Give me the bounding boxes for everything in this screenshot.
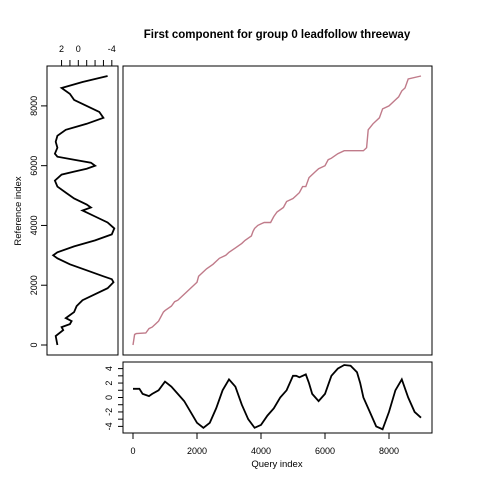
query-y-tick-label: -4 (104, 422, 114, 430)
reference-top-axis: 2 0 -4 (59, 44, 116, 67)
reference-y-axis: 0 2000 4000 6000 8000 (29, 96, 48, 348)
reference-y-tick-label: 6000 (29, 156, 39, 176)
query-y-tick-label: -2 (104, 408, 114, 416)
query-y-tick-label: 4 (104, 366, 114, 371)
query-index-label: Query index (251, 459, 302, 470)
reference-y-tick-label: 4000 (29, 215, 39, 235)
chart-title: First component for group 0 leadfollow t… (144, 29, 411, 41)
query-y-tick-label: 2 (104, 381, 114, 386)
reference-y-tick-label: 0 (29, 342, 39, 347)
query-x-axis: 0 2000 4000 6000 8000 (130, 432, 399, 456)
reference-top-tick-label: 2 (59, 44, 64, 54)
reference-y-tick-label: 2000 (29, 275, 39, 295)
query-x-tick-label: 4000 (251, 446, 271, 456)
reference-top-tick-label: -4 (108, 44, 116, 54)
query-x-tick-label: 6000 (315, 446, 335, 456)
reference-index-label: Reference index (13, 176, 24, 245)
query-y-axis: 4 2 0 -2 -4 (104, 366, 124, 430)
reference-series-line (51, 75, 116, 346)
alignment-path-line (132, 75, 422, 346)
query-x-tick-label: 0 (130, 446, 135, 456)
reference-y-tick-label: 8000 (29, 96, 39, 116)
alignment-panel-frame (122, 65, 433, 356)
query-x-tick-label: 8000 (379, 446, 399, 456)
reference-top-tick-label: 0 (76, 44, 81, 54)
query-y-tick-label: 0 (104, 395, 114, 400)
query-x-tick-label: 2000 (187, 446, 207, 456)
query-series-line (133, 364, 422, 431)
